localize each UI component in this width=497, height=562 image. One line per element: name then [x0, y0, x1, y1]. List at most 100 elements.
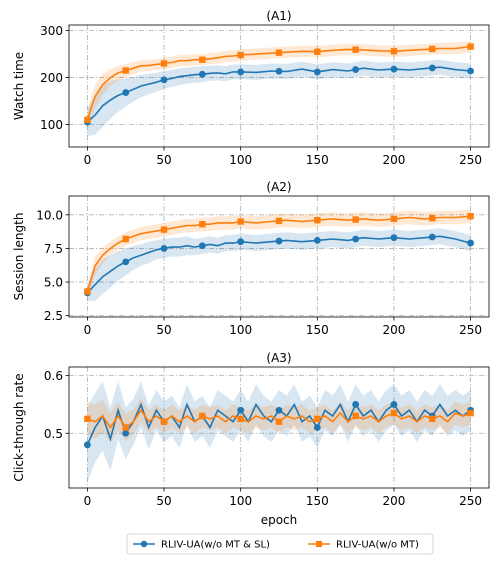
y-axis-label: Click-through rate: [12, 373, 26, 481]
legend-label-series-1: RLIV-UA(w/o MT & SL): [161, 540, 270, 551]
x-tick-label: 100: [229, 323, 252, 337]
point-marker-series-2: [84, 116, 91, 123]
x-tick-label: 250: [459, 494, 482, 508]
point-marker-series-1: [313, 236, 321, 244]
point-marker-series-1: [275, 237, 283, 245]
y-tick-label: 5.0: [44, 276, 63, 290]
y-tick-label: 7.5: [44, 242, 63, 256]
x-tick-label: 200: [383, 153, 406, 167]
axes-frame: [68, 366, 490, 489]
point-marker-series-1: [275, 406, 283, 414]
point-marker-series-2: [467, 43, 474, 50]
plot-area: [83, 41, 475, 137]
point-marker-series-1: [313, 424, 321, 431]
y-tick-label: 0.6: [44, 369, 63, 383]
point-marker-series-1: [352, 401, 360, 408]
point-marker-series-2: [199, 412, 206, 420]
point-marker-series-1: [160, 245, 168, 252]
point-marker-series-2: [314, 217, 321, 224]
point-marker-series-2: [122, 67, 129, 74]
x-tick-label: 100: [229, 153, 252, 167]
subplot-3: [65, 366, 490, 492]
point-marker-series-1: [198, 242, 206, 250]
point-marker-series-2: [352, 46, 359, 53]
point-marker-series-2: [390, 215, 398, 223]
confidence-band-series-1: [87, 59, 471, 137]
legend-marker-series-2: [316, 541, 322, 547]
confidence-band-series-1: [87, 381, 471, 483]
point-marker-series-1: [122, 89, 130, 96]
legend-label-series-2: RLIV-UA(w/o MT): [336, 540, 419, 551]
legend-box: [126, 533, 434, 555]
point-marker-series-2: [237, 218, 244, 225]
point-marker-series-2: [160, 226, 168, 233]
x-tick-label: 0: [84, 153, 92, 167]
point-marker-series-1: [352, 235, 360, 243]
point-marker-series-1: [390, 401, 398, 408]
y-axis-label: Watch time: [12, 52, 26, 120]
x-tick-label: 0: [84, 323, 92, 337]
point-marker-series-1: [122, 258, 130, 266]
series-line-1: [86, 66, 471, 123]
point-marker-series-2: [160, 418, 168, 425]
confidence-band-series-2: [87, 41, 471, 130]
point-marker-series-1: [198, 70, 206, 78]
point-marker-series-2: [314, 415, 321, 423]
x-tick-label: 150: [306, 153, 329, 167]
subplot-1: [65, 24, 490, 151]
x-tick-label: 150: [306, 323, 329, 337]
point-marker-series-2: [237, 51, 244, 59]
x-tick-label: 200: [383, 323, 406, 337]
series-line-1: [86, 235, 471, 294]
point-marker-series-1: [352, 66, 360, 73]
subplot-title: (A3): [266, 351, 291, 365]
y-tick-label: 10.0: [36, 208, 63, 222]
point-marker-series-2: [275, 217, 283, 225]
point-marker-series-2: [429, 45, 436, 53]
point-marker-series-1: [237, 406, 245, 414]
x-tick-label: 150: [306, 494, 329, 508]
point-marker-series-2: [84, 288, 91, 295]
point-marker-series-1: [313, 68, 321, 76]
y-tick-label: 2.5: [44, 309, 63, 323]
point-marker-series-2: [275, 418, 283, 425]
subplot-2: [65, 195, 490, 321]
series-line-2: [86, 45, 471, 121]
point-marker-series-2: [84, 415, 91, 423]
point-marker-series-1: [428, 64, 436, 72]
point-marker-series-1: [428, 233, 436, 241]
subplot-title: (A1): [266, 9, 291, 23]
point-marker-series-1: [83, 441, 91, 449]
point-marker-series-2: [467, 409, 474, 417]
x-axis-label: epoch: [261, 513, 298, 527]
y-axis-label: Session length: [12, 213, 26, 301]
point-marker-series-2: [390, 48, 398, 55]
point-marker-series-2: [237, 415, 244, 423]
point-marker-series-1: [237, 238, 245, 246]
point-marker-series-2: [352, 216, 359, 223]
y-tick-label: 300: [40, 24, 63, 38]
plot-area: [83, 381, 475, 483]
point-marker-series-2: [429, 214, 436, 222]
subplot-title: (A2): [266, 180, 291, 194]
x-tick-label: 100: [229, 494, 252, 508]
point-marker-series-2: [467, 212, 474, 220]
y-tick-label: 0.5: [44, 427, 63, 441]
x-tick-label: 50: [156, 323, 171, 337]
x-tick-label: 50: [156, 494, 171, 508]
point-marker-series-1: [390, 234, 398, 242]
x-tick-label: 200: [383, 494, 406, 508]
point-marker-series-2: [199, 221, 206, 228]
x-tick-label: 50: [156, 153, 171, 167]
point-marker-series-2: [122, 424, 129, 431]
x-tick-label: 0: [84, 494, 92, 508]
point-marker-series-1: [122, 429, 130, 437]
point-marker-series-1: [467, 67, 475, 75]
point-marker-series-2: [275, 49, 283, 56]
point-marker-series-2: [429, 415, 436, 423]
confidence-band-series-2: [87, 209, 471, 299]
point-marker-series-2: [390, 409, 398, 417]
axes-frame: [68, 24, 490, 148]
